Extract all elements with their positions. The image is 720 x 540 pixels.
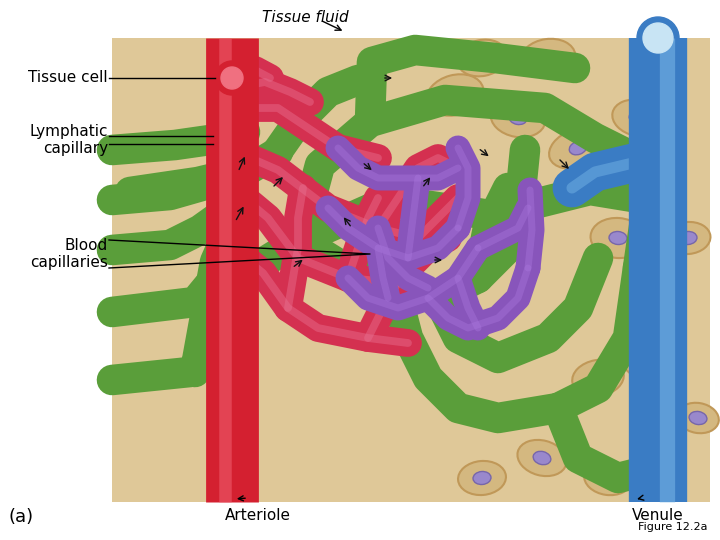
Ellipse shape — [584, 461, 632, 495]
Ellipse shape — [457, 39, 507, 76]
Ellipse shape — [677, 403, 719, 433]
Ellipse shape — [629, 111, 647, 125]
Ellipse shape — [426, 75, 484, 116]
Text: Tissue fluid: Tissue fluid — [261, 10, 348, 25]
Polygon shape — [112, 38, 710, 502]
Ellipse shape — [639, 351, 657, 365]
Ellipse shape — [509, 111, 527, 125]
Ellipse shape — [458, 461, 506, 495]
Ellipse shape — [521, 39, 575, 77]
Ellipse shape — [539, 51, 557, 65]
Ellipse shape — [679, 232, 697, 245]
Ellipse shape — [609, 232, 627, 245]
Ellipse shape — [518, 440, 567, 476]
Ellipse shape — [689, 411, 707, 424]
Circle shape — [221, 67, 243, 89]
Ellipse shape — [589, 372, 607, 384]
Text: Venule: Venule — [632, 508, 684, 523]
Ellipse shape — [599, 471, 617, 484]
Ellipse shape — [491, 99, 545, 137]
Text: Blood
capillaries: Blood capillaries — [30, 238, 108, 270]
Ellipse shape — [446, 89, 464, 102]
Text: Tissue cell: Tissue cell — [28, 71, 108, 85]
Ellipse shape — [570, 141, 587, 155]
Ellipse shape — [590, 218, 645, 258]
Ellipse shape — [665, 222, 711, 254]
Ellipse shape — [473, 51, 491, 65]
Text: Figure 12.2a: Figure 12.2a — [639, 522, 708, 532]
Ellipse shape — [612, 99, 664, 137]
Text: Arteriole: Arteriole — [225, 508, 291, 523]
Ellipse shape — [549, 127, 607, 168]
Text: Lymphatic
capillary: Lymphatic capillary — [30, 124, 108, 156]
Ellipse shape — [533, 451, 551, 465]
Circle shape — [643, 23, 673, 53]
Circle shape — [215, 61, 249, 95]
Ellipse shape — [473, 471, 491, 484]
Text: (a): (a) — [8, 508, 33, 526]
Ellipse shape — [624, 339, 672, 377]
Ellipse shape — [572, 360, 624, 396]
Circle shape — [637, 17, 679, 59]
